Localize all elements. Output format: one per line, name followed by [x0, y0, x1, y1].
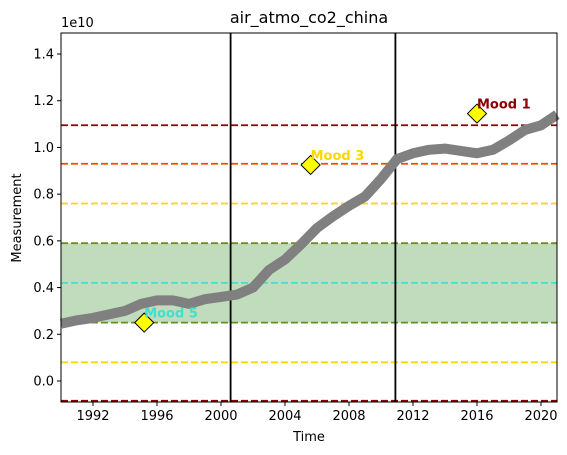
y-tick-label-4: 0.6: [33, 234, 54, 249]
annotation-marker-3: [133, 312, 155, 333]
marker-lines: [229, 33, 397, 402]
x-tick-label-7: 2016: [460, 409, 493, 424]
axes-layer: 1992 1996 2000 2004 2008 2012 2016 2020 0.0 0.2 0.…: [33, 32, 558, 424]
y-tick-label-5: 0.8: [33, 188, 54, 203]
x-tick-label-6: 2012: [396, 409, 429, 424]
annotation-label-2: Mood 3: [311, 149, 365, 164]
y-tick-label-7: 1.2: [33, 94, 54, 109]
annotation-label-3: Mood 5: [144, 307, 198, 322]
annotation-marker-1: [466, 103, 488, 124]
series-line-1: [59, 110, 560, 329]
plot-frame: [60, 32, 558, 403]
y-axis-label: Measurement: [10, 173, 25, 262]
y-tick-label-1: 0.0: [33, 374, 54, 389]
x-tick-label-8: 2020: [524, 409, 557, 424]
annotation-marker-2: [300, 154, 321, 176]
x-tick-label-3: 2000: [204, 409, 237, 424]
y-tick-label-6: 1.0: [33, 141, 54, 156]
x-tick-label-1: 1992: [76, 409, 109, 424]
y-tick-label-2: 0.2: [33, 328, 54, 343]
series-layer: [59, 110, 560, 329]
y-tick-label-8: 1.4: [33, 48, 54, 63]
x-tick-label-2: 1996: [140, 409, 173, 424]
annotation-label-1: Mood 1: [477, 98, 531, 113]
x-tick-label-4: 2004: [268, 409, 301, 424]
chart-title: air_atmo_co2_china: [230, 8, 388, 28]
x-tick-label-5: 2008: [332, 409, 365, 424]
y-tick-label-3: 0.4: [33, 281, 54, 296]
y-offset-text: 1e10: [61, 16, 94, 31]
annotation-layer: Mood 1 Mood 3 Mood 5: [133, 98, 531, 333]
x-axis-label: Time: [292, 430, 325, 445]
